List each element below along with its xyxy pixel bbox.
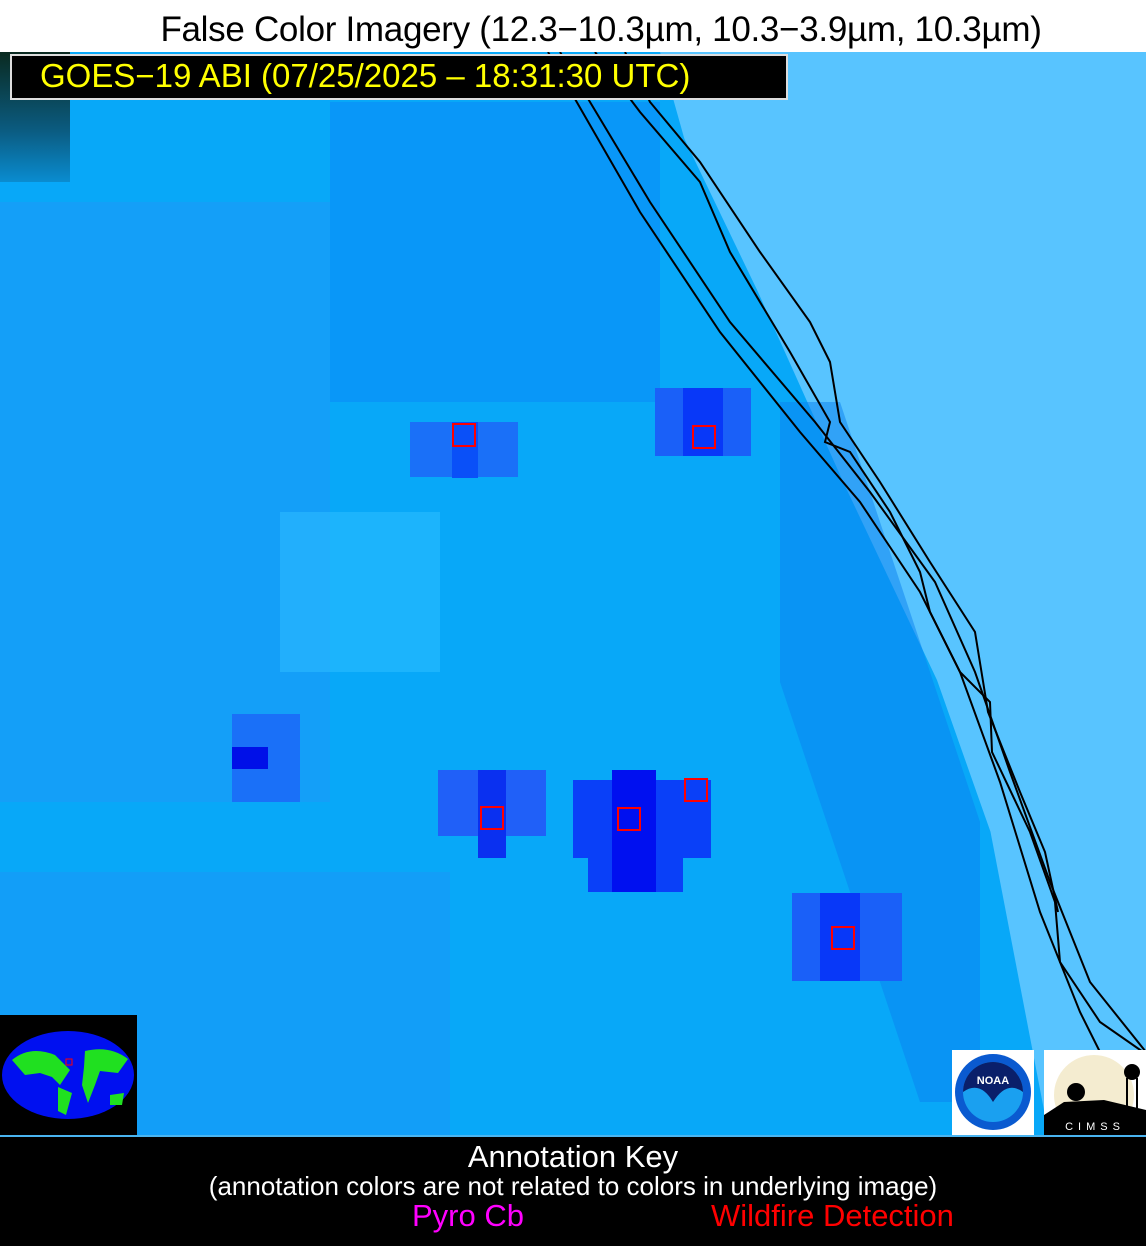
wildfire-detection-marker[interactable] [452,423,476,447]
world-map-icon [2,1031,134,1119]
cimss-logo: CIMSS [1044,1050,1146,1135]
cool-patch [0,202,330,802]
satellite-timestamp-label: GOES−19 ABI (07/25/2025 – 18:31:30 UTC) [10,54,788,100]
wildfire-detection-marker[interactable] [831,926,855,950]
hotspot-pixel [452,422,478,478]
legend-pyro-cb: Pyro Cb [412,1198,524,1233]
wildfire-detection-marker[interactable] [684,778,708,802]
wildfire-detection-marker[interactable] [692,425,716,449]
coastline [559,52,1146,1053]
hotspot-pixel [683,388,723,456]
warm-patch [280,512,440,672]
cimss-logo-text: CIMSS [1065,1121,1125,1133]
coastline-overlay [547,52,1146,1093]
coastline [594,52,1146,1055]
hotspot-pixel [612,770,656,892]
wildfire-detection-marker[interactable] [617,807,641,831]
legend-wildfire-detection: Wildfire Detection [711,1198,954,1233]
image-title: False Color Imagery (12.3−10.3µm, 10.3−3… [160,10,1042,49]
wildfire-detection-marker[interactable] [480,806,504,830]
noaa-logo-text: NOAA [977,1075,1009,1087]
coastline [624,52,1059,913]
coastline [547,52,1121,1093]
hotspot-pixel [478,770,506,858]
annotation-key-note: (annotation colors are not related to co… [208,1171,938,1201]
noaa-logo: NOAA [952,1050,1034,1135]
annotation-key: Annotation Key (annotation colors are no… [0,1135,1146,1246]
satellite-imagery [0,52,1146,1135]
annotation-key-title: Annotation Key [467,1139,679,1174]
hotspot-pixel [232,747,268,769]
globe-locator-inset [0,1015,137,1135]
